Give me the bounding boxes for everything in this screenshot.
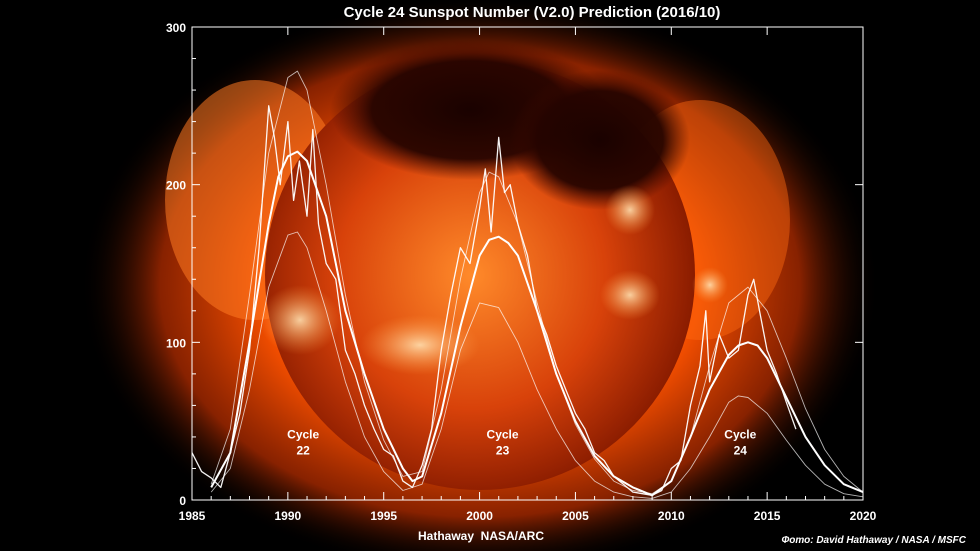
cycle-label: Cycle	[724, 427, 756, 441]
cycle-number: 23	[496, 443, 510, 457]
plot-frame	[191, 26, 864, 501]
chart-title: Cycle 24 Sunspot Number (V2.0) Predictio…	[344, 4, 721, 21]
y-tick-label: 200	[166, 179, 186, 193]
x-tick-label: 2005	[562, 509, 589, 523]
y-tick-label: 100	[166, 336, 186, 350]
series-monthly-line	[191, 105, 797, 496]
x-tick-label: 2010	[658, 509, 685, 523]
x-axis-label: Hathaway NASA/ARC	[418, 529, 544, 543]
series-prediction-high-line	[210, 70, 864, 495]
x-tick-label: 1995	[370, 509, 397, 523]
x-tick-label: 2015	[754, 509, 781, 523]
series-layer	[191, 70, 864, 499]
cycle-label: Cycle	[487, 427, 519, 441]
cycle-labels: Cycle 22 Cycle 23 Cycle 24	[287, 427, 756, 457]
photo-credit: Фото: David Hathaway / NASA / MSFC	[781, 535, 966, 546]
cycle-label: Cycle	[287, 427, 319, 441]
x-tick-label: 2020	[850, 509, 877, 523]
y-tick-label: 300	[166, 21, 186, 35]
axes: 1985 1990 1995 2000 2005 2010 2015 2020 0 100 200 3…	[166, 21, 877, 523]
cycle-number: 22	[297, 443, 311, 457]
y-tick-label: 0	[179, 494, 186, 508]
cycle-number: 24	[734, 443, 748, 457]
series-prediction-low-line	[210, 231, 864, 499]
x-tick-label: 1990	[275, 509, 302, 523]
x-tick-label: 1985	[179, 509, 206, 523]
x-tick-label: 2000	[466, 509, 493, 523]
sun-background	[80, 0, 880, 551]
series-smoothed-line	[210, 150, 864, 497]
